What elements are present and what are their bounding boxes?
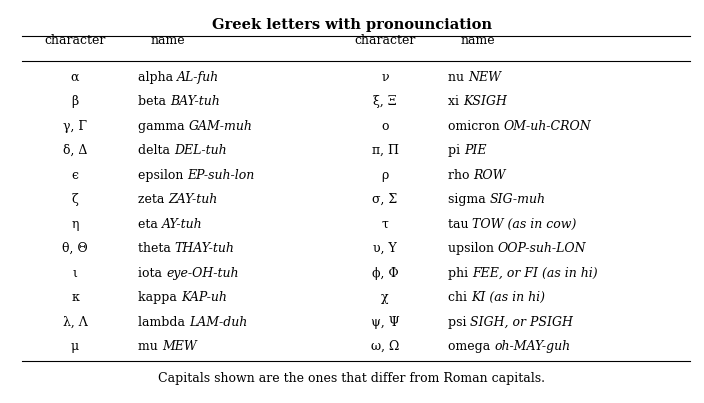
- Text: KI (as in hi): KI (as in hi): [471, 291, 545, 304]
- Text: oh-MAY-guh: oh-MAY-guh: [494, 340, 570, 353]
- Text: γ, Γ: γ, Γ: [63, 120, 87, 133]
- Text: LAM-duh: LAM-duh: [189, 316, 247, 329]
- Text: Greek letters with pronounciation: Greek letters with pronounciation: [212, 18, 492, 32]
- Text: theta: theta: [138, 242, 175, 255]
- Text: pi: pi: [448, 144, 464, 157]
- Text: ROW: ROW: [474, 169, 506, 182]
- Text: iota: iota: [138, 267, 166, 280]
- Text: MEW: MEW: [162, 340, 196, 353]
- Text: ζ: ζ: [72, 193, 78, 206]
- Text: κ: κ: [71, 291, 79, 304]
- Text: alpha: alpha: [138, 71, 177, 84]
- Text: SIGH, or PSIGH: SIGH, or PSIGH: [470, 316, 573, 329]
- Text: AY-tuh: AY-tuh: [162, 218, 203, 231]
- Text: phi: phi: [448, 267, 472, 280]
- Text: π, Π: π, Π: [372, 144, 398, 157]
- Text: NEW: NEW: [468, 71, 501, 84]
- Text: Capitals shown are the ones that differ from Roman capitals.: Capitals shown are the ones that differ …: [158, 372, 546, 385]
- Text: SIG-muh: SIG-muh: [490, 193, 546, 206]
- Text: υ, Υ: υ, Υ: [373, 242, 397, 255]
- Text: FEE, or FI (as in hi): FEE, or FI (as in hi): [472, 267, 598, 280]
- Text: GAM-muh: GAM-muh: [189, 120, 253, 133]
- Text: μ: μ: [71, 340, 79, 353]
- Text: character: character: [44, 34, 106, 47]
- Text: ϵ: ϵ: [72, 169, 79, 182]
- Text: KAP-uh: KAP-uh: [181, 291, 227, 304]
- Text: χ: χ: [381, 291, 389, 304]
- Text: ψ, Ψ: ψ, Ψ: [371, 316, 399, 329]
- Text: ZAY-tuh: ZAY-tuh: [168, 193, 218, 206]
- Text: rho: rho: [448, 169, 474, 182]
- Text: ι: ι: [73, 267, 77, 280]
- Text: β: β: [71, 95, 79, 108]
- Text: ν: ν: [381, 71, 389, 84]
- Text: θ, Θ: θ, Θ: [62, 242, 88, 255]
- Text: BAY-tuh: BAY-tuh: [170, 95, 220, 108]
- Text: τ: τ: [382, 218, 389, 231]
- Text: σ, Σ: σ, Σ: [372, 193, 398, 206]
- Text: OOP-suh-LON: OOP-suh-LON: [498, 242, 586, 255]
- Text: nu: nu: [448, 71, 468, 84]
- Text: name: name: [460, 34, 496, 47]
- Text: δ, Δ: δ, Δ: [63, 144, 87, 157]
- Text: name: name: [151, 34, 185, 47]
- Text: KSIGH: KSIGH: [463, 95, 507, 108]
- Text: DEL-tuh: DEL-tuh: [174, 144, 227, 157]
- Text: α: α: [70, 71, 80, 84]
- Text: xi: xi: [448, 95, 463, 108]
- Text: kappa: kappa: [138, 291, 181, 304]
- Text: character: character: [354, 34, 415, 47]
- Text: eta: eta: [138, 218, 162, 231]
- Text: ξ, Ξ: ξ, Ξ: [373, 95, 397, 108]
- Text: ϕ, Φ: ϕ, Φ: [372, 267, 398, 280]
- Text: mu: mu: [138, 340, 162, 353]
- Text: o: o: [382, 120, 389, 133]
- Text: psi: psi: [448, 316, 470, 329]
- Text: zeta: zeta: [138, 193, 168, 206]
- Text: EP-suh-lon: EP-suh-lon: [187, 169, 255, 182]
- Text: ρ: ρ: [382, 169, 389, 182]
- Text: epsilon: epsilon: [138, 169, 187, 182]
- Text: OM-uh-CRON: OM-uh-CRON: [504, 120, 591, 133]
- Text: TOW (as in cow): TOW (as in cow): [472, 218, 577, 231]
- Text: ω, Ω: ω, Ω: [371, 340, 399, 353]
- Text: beta: beta: [138, 95, 170, 108]
- Text: omega: omega: [448, 340, 494, 353]
- Text: gamma: gamma: [138, 120, 189, 133]
- Text: λ, Λ: λ, Λ: [63, 316, 87, 329]
- Text: PIE: PIE: [464, 144, 486, 157]
- Text: η: η: [71, 218, 79, 231]
- Text: delta: delta: [138, 144, 174, 157]
- Text: sigma: sigma: [448, 193, 490, 206]
- Text: lambda: lambda: [138, 316, 189, 329]
- Text: THAY-tuh: THAY-tuh: [175, 242, 234, 255]
- Text: eye-OH-tuh: eye-OH-tuh: [166, 267, 239, 280]
- Text: AL-fuh: AL-fuh: [177, 71, 219, 84]
- Text: tau: tau: [448, 218, 472, 231]
- Text: omicron: omicron: [448, 120, 504, 133]
- Text: upsilon: upsilon: [448, 242, 498, 255]
- Text: chi: chi: [448, 291, 471, 304]
